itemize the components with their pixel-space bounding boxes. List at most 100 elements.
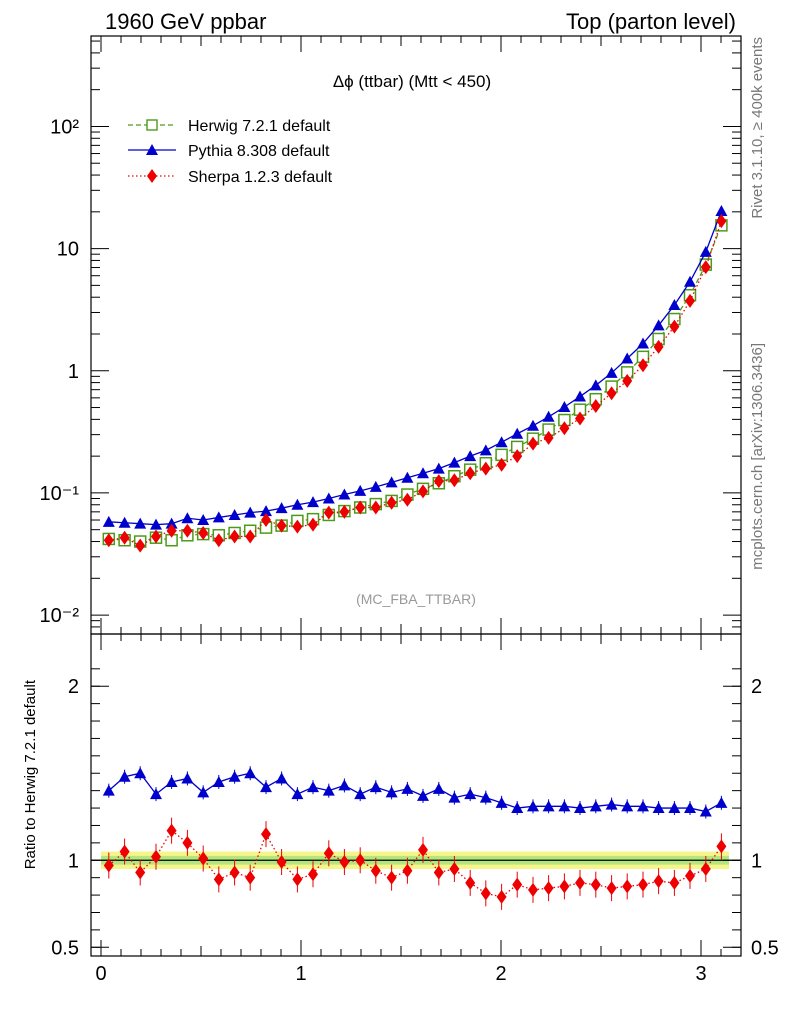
point-pythia (699, 245, 712, 257)
ratio-point-sherpa (669, 875, 680, 890)
point-pythia (527, 419, 539, 431)
point-pythia (417, 467, 429, 479)
ratio-point-sherpa (402, 863, 413, 878)
ratio-point-sherpa (198, 851, 209, 866)
point-sherpa (528, 436, 538, 451)
point-pythia (244, 506, 257, 518)
ratio-y-tick-label: 2 (68, 676, 79, 698)
point-pythia (165, 517, 178, 529)
ratio-point-pythia (212, 775, 225, 787)
ratio-ylabel: Ratio to Herwig 7.2.1 default (22, 679, 39, 869)
ratio-y-tick-label-right: 1 (751, 850, 762, 872)
point-pythia (495, 436, 508, 448)
ratio-point-pythia (527, 800, 539, 812)
series-line-pythia (108, 210, 723, 526)
point-pythia (134, 517, 147, 529)
ratio-point-sherpa (103, 858, 114, 873)
point-pythia (511, 427, 524, 439)
header-left: 1960 GeV ppbar (105, 9, 266, 34)
ratio-point-pythia (291, 788, 304, 800)
ratio-point-pythia (134, 767, 147, 779)
ratio-point-pythia (511, 802, 524, 814)
main-x-axis (100, 36, 722, 634)
point-sherpa (700, 260, 711, 275)
ratio-point-pythia (495, 796, 508, 808)
ratio-point-sherpa (308, 867, 318, 882)
point-sherpa (465, 466, 476, 481)
main-panel: 10⁻² 10⁻¹ 1 10 10² Δϕ (ttbar) (Mtt < 450) (M… (40, 35, 742, 635)
point-sherpa (575, 411, 585, 426)
ratio-point-sherpa (245, 870, 256, 885)
point-pythia (684, 275, 696, 287)
ratio-point-pythia (354, 788, 367, 800)
ratio-point-sherpa (229, 865, 240, 880)
point-sherpa (543, 430, 554, 445)
series-line-herwig (108, 225, 723, 543)
point-pythia (432, 462, 445, 474)
ratio-point-pythia (228, 770, 241, 782)
x-tick-label: 0 (95, 963, 106, 985)
y-tick-label: 1 (68, 361, 79, 383)
ratio-point-pythia (479, 791, 492, 803)
point-sherpa (716, 214, 727, 229)
point-pythia (260, 505, 272, 517)
x-tick-label: 1 (295, 963, 306, 985)
ratio-point-pythia (165, 775, 178, 787)
ratio-point-sherpa (700, 861, 711, 876)
point-pythia (605, 366, 618, 378)
point-sherpa (339, 504, 350, 519)
legend: Herwig 7.2.1 default Pythia 8.308 defaul… (128, 118, 333, 186)
ratio-point-sherpa (685, 868, 695, 883)
ratio-point-pythia (574, 802, 586, 814)
ratio-point-pythia (637, 800, 649, 812)
point-sherpa (103, 533, 114, 548)
ratio-point-sherpa (370, 863, 381, 878)
point-pythia (338, 488, 351, 500)
x-tick-label: 3 (695, 963, 706, 985)
ratio-point-pythia (181, 772, 194, 784)
legend-herwig-marker (146, 119, 158, 131)
point-sherpa (496, 457, 507, 472)
ratio-point-sherpa (575, 875, 585, 890)
point-sherpa (512, 449, 523, 464)
mcplots-label: mcplots.cern.ch [arXiv:1306.3436] (749, 343, 766, 570)
ratio-point-sherpa (418, 842, 428, 857)
ratio-point-pythia (307, 781, 319, 793)
point-pythia (322, 492, 335, 504)
ratio-point-sherpa (716, 839, 727, 854)
ratio-point-pythia (589, 800, 602, 812)
point-sherpa (418, 484, 428, 499)
ratio-point-pythia (668, 802, 681, 814)
ratio-point-pythia (558, 800, 571, 812)
ratio-y-tick-label-right: 2 (751, 676, 762, 698)
ratio-point-pythia (715, 796, 728, 808)
point-sherpa (590, 398, 601, 413)
ratio-y-tick-label: 1 (68, 850, 79, 872)
ratio-line-pythia (108, 772, 722, 813)
point-sherpa (245, 529, 256, 544)
ratio-point-pythia (652, 802, 665, 814)
ratio-point-sherpa (213, 872, 224, 887)
point-pythia (715, 205, 728, 217)
point-sherpa (355, 500, 366, 515)
ratio-frame (90, 633, 742, 957)
ratio-point-pythia (542, 800, 555, 812)
ratio-point-pythia (432, 782, 445, 794)
main-series (102, 205, 728, 553)
point-pythia (668, 299, 681, 311)
ratio-point-sherpa (339, 855, 350, 870)
point-sherpa (292, 519, 303, 534)
point-sherpa (198, 525, 209, 540)
ratio-point-pythia (150, 788, 162, 800)
point-pythia (574, 390, 586, 402)
ratio-point-sherpa (465, 875, 476, 890)
point-pythia (637, 337, 649, 349)
ratio-point-sherpa (590, 877, 601, 892)
point-sherpa (638, 358, 648, 373)
point-sherpa (213, 533, 224, 548)
ratio-point-sherpa (386, 870, 397, 885)
point-pythia (652, 319, 665, 331)
ratio-point-sherpa (433, 865, 444, 880)
point-pythia (401, 471, 414, 483)
